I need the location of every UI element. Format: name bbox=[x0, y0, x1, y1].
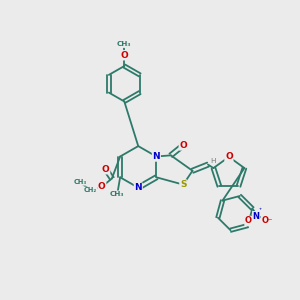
Text: CH₃: CH₃ bbox=[74, 179, 87, 185]
Text: N: N bbox=[134, 183, 142, 192]
Text: H: H bbox=[210, 158, 215, 164]
Text: CH₂: CH₂ bbox=[84, 187, 97, 193]
Text: CH₃: CH₃ bbox=[117, 41, 132, 47]
Text: O⁻: O⁻ bbox=[261, 216, 273, 225]
Text: O: O bbox=[245, 216, 252, 225]
Text: N: N bbox=[253, 212, 260, 221]
Text: O: O bbox=[225, 152, 233, 161]
Text: N: N bbox=[153, 152, 160, 161]
Text: O: O bbox=[120, 51, 128, 60]
Text: ⁺: ⁺ bbox=[259, 208, 262, 213]
Text: O: O bbox=[102, 165, 110, 174]
Text: CH₃: CH₃ bbox=[110, 191, 124, 197]
Text: S: S bbox=[180, 180, 187, 189]
Text: O: O bbox=[179, 141, 187, 150]
Text: O: O bbox=[98, 182, 106, 191]
